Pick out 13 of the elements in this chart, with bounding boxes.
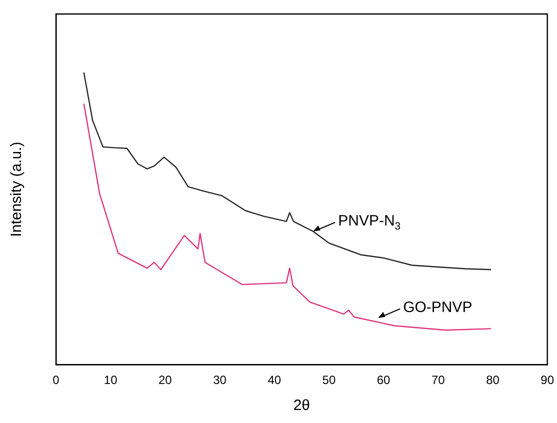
- x-tick-label: 10: [104, 373, 118, 388]
- x-tick-label: 70: [431, 373, 446, 388]
- y-axis-title: Intensity (a.u.): [8, 142, 26, 237]
- annotation: GO-PNVP: [403, 298, 472, 316]
- x-tick-label: 90: [540, 373, 554, 388]
- x-tick-label: 40: [268, 373, 282, 388]
- x-axis-title: 2θ: [293, 397, 310, 414]
- x-tick-label: 20: [158, 373, 172, 388]
- x-tick-label: 60: [376, 373, 391, 388]
- x-tick-label: 0: [52, 373, 60, 388]
- x-tick-label: 80: [486, 373, 500, 388]
- x-tick-label: 50: [322, 373, 336, 388]
- x-tick-label: 30: [213, 373, 227, 388]
